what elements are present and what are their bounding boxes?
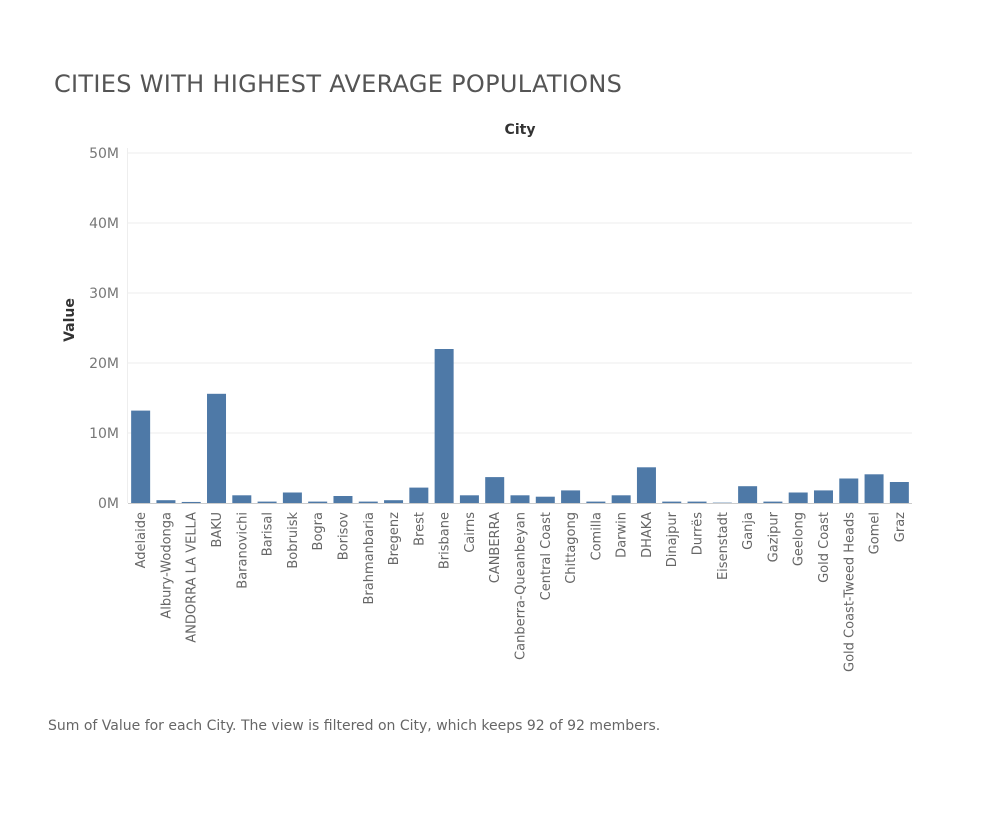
x-tick-label: Eisenstadt bbox=[716, 512, 731, 580]
x-tick-label: Brisbane bbox=[438, 512, 453, 569]
bar[interactable] bbox=[636, 467, 656, 503]
x-tick-label: Cairns bbox=[463, 512, 478, 553]
x-tick-label: Bogra bbox=[311, 512, 326, 550]
x-tick-label: BAKU bbox=[210, 512, 225, 548]
x-tick-label: Graz bbox=[893, 512, 908, 542]
bar[interactable] bbox=[434, 349, 454, 503]
bar[interactable] bbox=[738, 486, 758, 503]
bar[interactable] bbox=[282, 492, 302, 504]
x-tick-label: Brest bbox=[412, 512, 427, 546]
x-tick-label: Borisov bbox=[336, 512, 351, 561]
bar[interactable] bbox=[384, 500, 404, 503]
x-tick-label: Bobruisk bbox=[286, 512, 301, 569]
x-tick-label: Gold Coast-Tweed Heads bbox=[842, 512, 857, 672]
x-tick-label: Durrës bbox=[691, 512, 706, 555]
bar[interactable] bbox=[207, 393, 227, 503]
y-tick-label: 50M bbox=[89, 146, 119, 162]
x-axis-ticks: Adelaide Albury-Wodonga ANDORRA LA VELLA BA… bbox=[134, 511, 908, 672]
bar[interactable] bbox=[813, 490, 833, 503]
bar[interactable] bbox=[333, 496, 353, 503]
x-tick-label: Darwin bbox=[615, 512, 630, 558]
chart-title: CITIES WITH HIGHEST AVERAGE POPULATIONS bbox=[54, 70, 623, 98]
x-tick-label: ANDORRA LA VELLA bbox=[185, 512, 200, 643]
bar[interactable] bbox=[611, 495, 631, 503]
bar[interactable] bbox=[358, 501, 378, 503]
bar[interactable] bbox=[662, 501, 682, 503]
x-tick-label: Comilla bbox=[589, 512, 604, 561]
chart-caption: Sum of Value for each City. The view is … bbox=[48, 718, 661, 734]
x-tick-label: Gazipur bbox=[766, 511, 781, 562]
bar[interactable] bbox=[889, 482, 909, 503]
gridlines bbox=[128, 152, 912, 434]
x-tick-label: Dinajpur bbox=[665, 511, 680, 567]
x-tick-label: CANBERRA bbox=[488, 512, 503, 583]
x-tick-label: Adelaide bbox=[134, 512, 149, 568]
bars bbox=[131, 349, 909, 504]
y-axis-title: Value bbox=[62, 298, 78, 342]
bar[interactable] bbox=[131, 410, 151, 503]
bar[interactable] bbox=[156, 500, 176, 503]
x-tick-label: Ganja bbox=[741, 512, 756, 550]
x-tick-label: DHAKA bbox=[640, 512, 655, 558]
bar[interactable] bbox=[763, 501, 783, 503]
x-tick-label: Chittagong bbox=[564, 512, 579, 584]
bar[interactable] bbox=[839, 478, 859, 504]
bar[interactable] bbox=[561, 490, 581, 503]
bar[interactable] bbox=[788, 492, 808, 504]
y-tick-label: 30M bbox=[89, 286, 119, 302]
x-tick-label: Canberra-Queanbeyan bbox=[514, 512, 529, 660]
x-tick-label: Gomel bbox=[868, 512, 883, 554]
bar[interactable] bbox=[257, 501, 277, 503]
x-tick-label: Bregenz bbox=[387, 512, 402, 565]
bar[interactable] bbox=[586, 501, 606, 503]
x-tick-label: Central Coast bbox=[539, 512, 554, 600]
bar[interactable] bbox=[510, 495, 530, 503]
bar[interactable] bbox=[181, 501, 201, 503]
y-tick-label: 20M bbox=[89, 356, 119, 372]
bar[interactable] bbox=[409, 487, 429, 503]
y-tick-label: 10M bbox=[89, 426, 119, 442]
bar[interactable] bbox=[232, 495, 252, 503]
bar[interactable] bbox=[864, 474, 884, 503]
bar[interactable] bbox=[459, 495, 479, 503]
x-tick-label: Brahmanbaria bbox=[362, 512, 377, 604]
bar[interactable] bbox=[308, 501, 328, 503]
x-tick-label: Baranovichi bbox=[235, 512, 250, 589]
bar[interactable] bbox=[687, 501, 707, 503]
bar[interactable] bbox=[485, 477, 505, 503]
x-tick-label: Barisal bbox=[261, 512, 276, 556]
y-tick-label: 40M bbox=[89, 216, 119, 232]
x-axis-title: City bbox=[505, 122, 536, 138]
x-tick-label: Geelong bbox=[792, 512, 807, 566]
x-tick-label: Gold Coast bbox=[817, 512, 832, 583]
y-tick-label: 0M bbox=[98, 496, 119, 512]
bar[interactable] bbox=[535, 496, 555, 503]
y-axis-ticks: 0M 10M 20M 30M 40M 50M bbox=[89, 146, 119, 512]
x-tick-label: Albury-Wodonga bbox=[159, 512, 174, 619]
